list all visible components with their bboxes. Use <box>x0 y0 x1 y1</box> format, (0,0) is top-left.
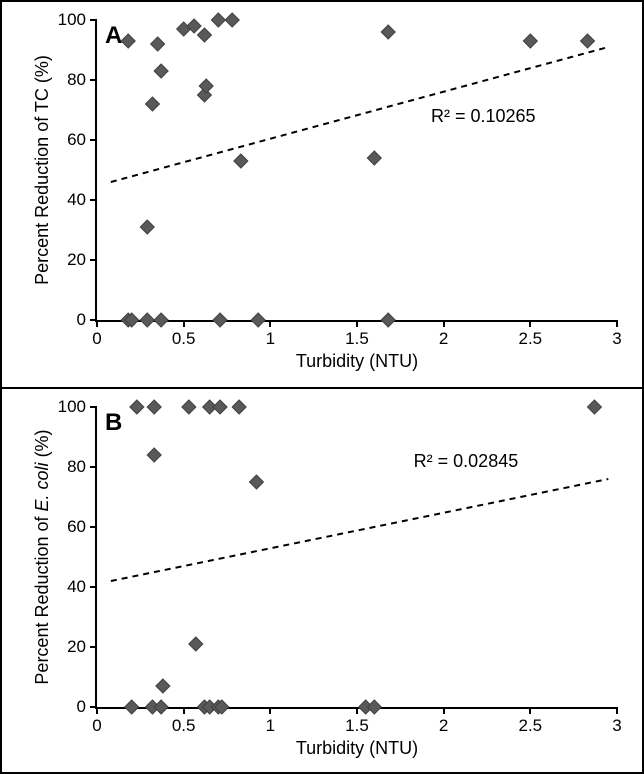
chartB-x-tick <box>356 707 358 714</box>
chartA-y-tick <box>90 319 97 321</box>
chartB-y-tick <box>90 586 97 588</box>
chartB-data-point <box>182 400 196 414</box>
panel-b: 00.511.522.53020406080100Turbidity (NTU)… <box>2 389 642 774</box>
chartB-data-point <box>154 700 168 714</box>
chartA-x-tick-label: 2.5 <box>510 329 550 349</box>
chartB-x-tick <box>443 707 445 714</box>
chartA-trendline <box>111 47 608 182</box>
chartA-data-point <box>234 154 248 168</box>
chartB-data-point <box>147 448 161 462</box>
chartA-y-tick <box>90 199 97 201</box>
chartB-y-tick <box>90 466 97 468</box>
chartA-y-tick <box>90 259 97 261</box>
chartB-data-point <box>130 400 144 414</box>
chartB-x-tick-label: 1 <box>250 716 290 736</box>
chartA-data-point <box>381 25 395 39</box>
chartB-x-tick <box>529 707 531 714</box>
chartA-x-tick <box>356 320 358 327</box>
chartA-data-point <box>213 313 227 327</box>
chartA-data-point <box>121 34 135 48</box>
chartA-x-tick <box>183 320 185 327</box>
chartB-data-point <box>213 400 227 414</box>
chartB-x-tick <box>616 707 618 714</box>
chartA-data-point <box>211 13 225 27</box>
chartA-data-point <box>381 313 395 327</box>
chartA-data-point <box>145 97 159 111</box>
chartA-x-axis-label: Turbidity (NTU) <box>97 351 617 372</box>
chartA-y-tick <box>90 139 97 141</box>
chartA-x-tick <box>529 320 531 327</box>
chartA-data-point <box>154 313 168 327</box>
chartA-y-tick <box>90 19 97 21</box>
chartA-data-point <box>367 151 381 165</box>
chartA-x-tick-label: 0 <box>77 329 117 349</box>
chartA-data-point <box>197 28 211 42</box>
chartB-data-point <box>189 637 203 651</box>
chartB-data-point <box>156 679 170 693</box>
chartB-x-tick-label: 2.5 <box>510 716 550 736</box>
chartA-x-tick <box>269 320 271 327</box>
chartB-y-tick <box>90 646 97 648</box>
chartA-svg-layer <box>97 20 617 320</box>
chartB-x-tick-label: 0 <box>77 716 117 736</box>
chartB-y-axis-label: Percent Reduction of E. coli (%) <box>32 407 53 707</box>
chartB-svg-layer <box>97 407 617 707</box>
chartA-x-tick-label: 1.5 <box>337 329 377 349</box>
chartA-data-point <box>154 64 168 78</box>
chartA-x-tick <box>443 320 445 327</box>
chartB-x-axis-label: Turbidity (NTU) <box>97 738 617 759</box>
chartB-data-point <box>587 400 601 414</box>
chartA-data-point <box>523 34 537 48</box>
chartA-x-tick-label: 1 <box>250 329 290 349</box>
chartB-x-tick <box>269 707 271 714</box>
chartA-y-tick <box>90 79 97 81</box>
chartA-data-point <box>581 34 595 48</box>
chartA-data-point <box>225 13 239 27</box>
chartB-x-tick-label: 3 <box>597 716 637 736</box>
chartB-plot-area: 00.511.522.53020406080100Turbidity (NTU)… <box>97 407 617 707</box>
chartB-data-point <box>249 475 263 489</box>
chartB-x-tick-label: 0.5 <box>164 716 204 736</box>
chartA-x-tick-label: 2 <box>424 329 464 349</box>
chartA-x-tick <box>616 320 618 327</box>
figure-container: 00.511.522.53020406080100Turbidity (NTU)… <box>0 0 644 774</box>
chartB-data-point <box>125 700 139 714</box>
chartA-data-point <box>251 313 265 327</box>
chartB-y-tick <box>90 406 97 408</box>
chartB-x-tick-label: 1.5 <box>337 716 377 736</box>
chartB-y-tick <box>90 706 97 708</box>
chartB-data-point <box>367 700 381 714</box>
chartB-x-tick <box>96 707 98 714</box>
chartB-y-tick <box>90 526 97 528</box>
chartB-trendline <box>111 479 608 581</box>
chartA-x-tick-label: 3 <box>597 329 637 349</box>
chartA-data-point <box>140 220 154 234</box>
chartB-x-tick-label: 2 <box>424 716 464 736</box>
chartA-data-point <box>140 313 154 327</box>
chartB-data-point <box>232 400 246 414</box>
chartA-data-point <box>151 37 165 51</box>
chartB-x-tick <box>183 707 185 714</box>
chartA-x-tick <box>96 320 98 327</box>
chartA-x-tick-label: 0.5 <box>164 329 204 349</box>
panel-a: 00.511.522.53020406080100Turbidity (NTU)… <box>2 2 642 389</box>
chartA-y-axis-label: Percent Reduction of TC (%) <box>32 20 53 320</box>
chartA-plot-area: 00.511.522.53020406080100Turbidity (NTU)… <box>97 20 617 320</box>
chartB-data-point <box>147 400 161 414</box>
